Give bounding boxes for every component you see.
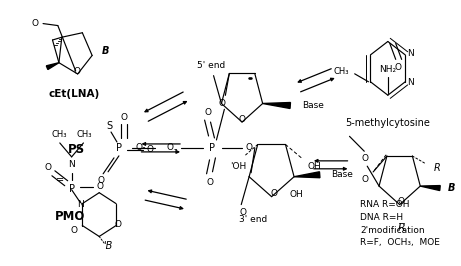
Text: 'B: 'B	[103, 242, 112, 251]
Text: R=F,  OCH₃,  MOE: R=F, OCH₃, MOE	[360, 238, 440, 247]
Text: 5' end: 5' end	[197, 61, 226, 70]
Polygon shape	[263, 102, 290, 109]
Text: P: P	[209, 143, 215, 153]
Text: O: O	[394, 63, 401, 72]
Text: O: O	[362, 175, 369, 184]
Text: cEt(LNA): cEt(LNA)	[49, 89, 100, 99]
Text: OH: OH	[307, 162, 321, 171]
Text: O: O	[147, 146, 154, 154]
Text: P: P	[69, 184, 75, 194]
Text: O: O	[270, 189, 277, 198]
Text: O: O	[397, 197, 404, 206]
Text: O: O	[32, 19, 39, 28]
Text: Base: Base	[302, 101, 324, 110]
Text: O: O	[98, 176, 105, 185]
Text: 5-methylcytosine: 5-methylcytosine	[345, 118, 430, 128]
Text: NH₂: NH₂	[379, 65, 396, 74]
Text: =: =	[56, 175, 64, 185]
Text: O: O	[240, 208, 247, 217]
Text: N: N	[407, 49, 414, 59]
Text: O: O	[245, 143, 253, 152]
Text: O: O	[44, 163, 52, 172]
Text: O: O	[206, 178, 213, 187]
Text: CH₃: CH₃	[77, 131, 92, 139]
Text: N: N	[68, 160, 75, 169]
Text: O: O	[166, 143, 174, 152]
Text: B: B	[102, 47, 109, 56]
Polygon shape	[420, 186, 440, 190]
Text: R: R	[434, 163, 441, 173]
Text: 3' end: 3' end	[239, 215, 267, 224]
Text: O: O	[204, 108, 211, 117]
Text: O: O	[219, 99, 226, 108]
Polygon shape	[47, 63, 59, 69]
Text: O: O	[97, 182, 104, 191]
Text: O: O	[115, 220, 122, 229]
Text: O: O	[362, 154, 369, 163]
Text: -: -	[173, 144, 177, 154]
Text: CH₃: CH₃	[51, 131, 66, 139]
Text: P: P	[116, 143, 122, 153]
Text: DNA R=H: DNA R=H	[360, 213, 403, 222]
Text: O: O	[73, 68, 80, 77]
Text: O: O	[238, 115, 246, 124]
Text: B: B	[448, 183, 455, 193]
Text: O: O	[120, 113, 127, 122]
Text: O: O	[71, 226, 78, 235]
Text: Base: Base	[331, 170, 354, 179]
Text: N: N	[77, 200, 84, 209]
Text: 'OH: 'OH	[230, 162, 246, 171]
Text: CH₃: CH₃	[333, 67, 349, 76]
Text: R̅: R̅	[398, 222, 406, 232]
Text: PMO: PMO	[55, 210, 85, 223]
Polygon shape	[294, 172, 320, 178]
Text: S: S	[106, 121, 112, 131]
Text: N: N	[407, 78, 414, 87]
Text: OH: OH	[290, 190, 303, 199]
Text: 2'modification: 2'modification	[360, 226, 425, 235]
Text: RNA R=OH: RNA R=OH	[360, 200, 410, 209]
Text: O-: O-	[135, 143, 146, 152]
Text: PS: PS	[68, 143, 85, 156]
